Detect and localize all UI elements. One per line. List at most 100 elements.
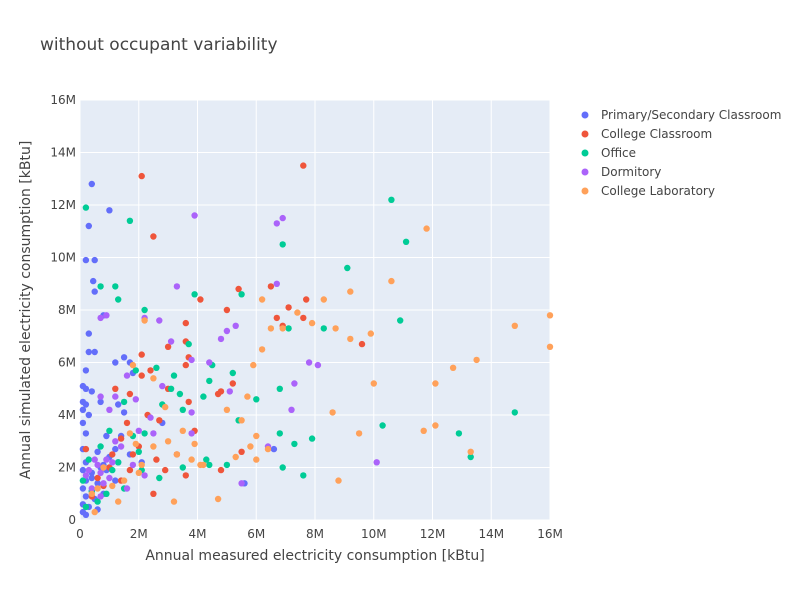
data-point bbox=[179, 406, 186, 413]
data-point bbox=[150, 443, 157, 450]
data-point bbox=[179, 427, 186, 434]
data-point bbox=[279, 464, 286, 471]
data-point bbox=[126, 466, 134, 474]
data-point bbox=[273, 280, 280, 287]
data-point bbox=[432, 422, 439, 429]
data-point bbox=[97, 393, 104, 400]
data-point bbox=[370, 380, 377, 387]
data-point bbox=[150, 430, 157, 437]
data-point bbox=[373, 459, 380, 466]
data-point bbox=[223, 306, 231, 314]
data-point bbox=[214, 495, 222, 503]
data-point bbox=[150, 233, 157, 240]
data-point bbox=[97, 493, 104, 500]
data-point bbox=[182, 361, 189, 369]
grid-lines bbox=[79, 99, 551, 521]
legend-item[interactable]: Office bbox=[581, 146, 637, 160]
data-point bbox=[247, 443, 254, 450]
data-point bbox=[217, 335, 225, 343]
data-point bbox=[232, 453, 239, 461]
data-point bbox=[191, 212, 198, 219]
data-point bbox=[258, 296, 266, 303]
data-point bbox=[106, 427, 113, 434]
data-point bbox=[358, 340, 366, 348]
x-tick-label: 8M bbox=[306, 527, 324, 541]
data-point bbox=[141, 306, 148, 314]
data-point bbox=[288, 406, 295, 413]
data-point bbox=[397, 317, 404, 324]
data-point bbox=[253, 456, 260, 463]
data-point bbox=[308, 319, 316, 327]
data-point bbox=[91, 256, 98, 264]
data-point bbox=[91, 348, 98, 356]
data-point bbox=[347, 288, 354, 295]
series-3 bbox=[82, 212, 380, 500]
data-point bbox=[253, 396, 260, 403]
data-point bbox=[88, 388, 96, 395]
data-point bbox=[420, 427, 427, 434]
data-point bbox=[82, 503, 90, 511]
data-point bbox=[182, 472, 189, 479]
data-point bbox=[253, 432, 260, 440]
data-point bbox=[106, 474, 113, 482]
data-point bbox=[150, 375, 157, 382]
data-point bbox=[291, 380, 298, 387]
data-point bbox=[511, 322, 518, 329]
data-point bbox=[188, 356, 195, 364]
x-tick-label: 12M bbox=[420, 527, 446, 541]
data-point bbox=[179, 464, 186, 471]
data-point bbox=[94, 474, 101, 482]
data-point bbox=[279, 241, 286, 248]
data-point bbox=[402, 238, 410, 245]
data-point bbox=[91, 288, 98, 295]
data-point bbox=[467, 453, 474, 461]
data-point bbox=[82, 493, 90, 500]
data-point bbox=[90, 277, 97, 285]
data-point bbox=[206, 461, 213, 469]
x-tick-label: 2M bbox=[130, 527, 148, 541]
data-point bbox=[94, 498, 101, 505]
data-point bbox=[226, 388, 233, 395]
data-point bbox=[176, 390, 184, 398]
data-point bbox=[82, 472, 90, 479]
y-tick-label: 10M bbox=[50, 251, 76, 265]
data-point bbox=[94, 480, 101, 487]
data-point bbox=[123, 485, 131, 492]
data-point bbox=[126, 217, 134, 224]
data-point bbox=[467, 448, 474, 455]
data-point bbox=[82, 256, 90, 264]
data-point bbox=[173, 451, 181, 458]
legend-label: College Classroom bbox=[601, 127, 712, 141]
data-points bbox=[79, 162, 554, 518]
data-point bbox=[123, 372, 131, 379]
data-point bbox=[206, 359, 213, 366]
legend-item[interactable]: Dormitory bbox=[581, 165, 662, 179]
legend-item[interactable]: College Laboratory bbox=[581, 184, 715, 198]
data-point bbox=[97, 469, 104, 476]
legend-item[interactable]: College Classroom bbox=[581, 127, 713, 141]
data-point bbox=[388, 277, 395, 285]
data-point bbox=[129, 461, 137, 469]
chart-title: without occupant variability bbox=[40, 35, 278, 55]
data-point bbox=[264, 445, 272, 453]
legend: Primary/Secondary Classroom College Class… bbox=[581, 108, 782, 198]
data-point bbox=[423, 225, 430, 232]
data-point bbox=[82, 401, 90, 408]
data-point bbox=[223, 406, 231, 413]
data-point bbox=[258, 346, 266, 353]
data-point bbox=[238, 417, 245, 424]
data-point bbox=[103, 490, 110, 497]
data-point bbox=[112, 445, 119, 453]
data-point bbox=[546, 312, 554, 319]
legend-item[interactable]: Primary/Secondary Classroom bbox=[581, 108, 782, 122]
data-point bbox=[135, 448, 142, 455]
data-point bbox=[132, 440, 139, 448]
data-point bbox=[97, 314, 104, 322]
data-point bbox=[379, 422, 386, 429]
x-axis-title: Annual measured electricity consumption … bbox=[145, 548, 484, 564]
legend-marker bbox=[581, 111, 589, 119]
data-point bbox=[229, 380, 236, 387]
data-point bbox=[320, 325, 327, 332]
data-point bbox=[79, 477, 87, 484]
data-point bbox=[147, 414, 154, 421]
